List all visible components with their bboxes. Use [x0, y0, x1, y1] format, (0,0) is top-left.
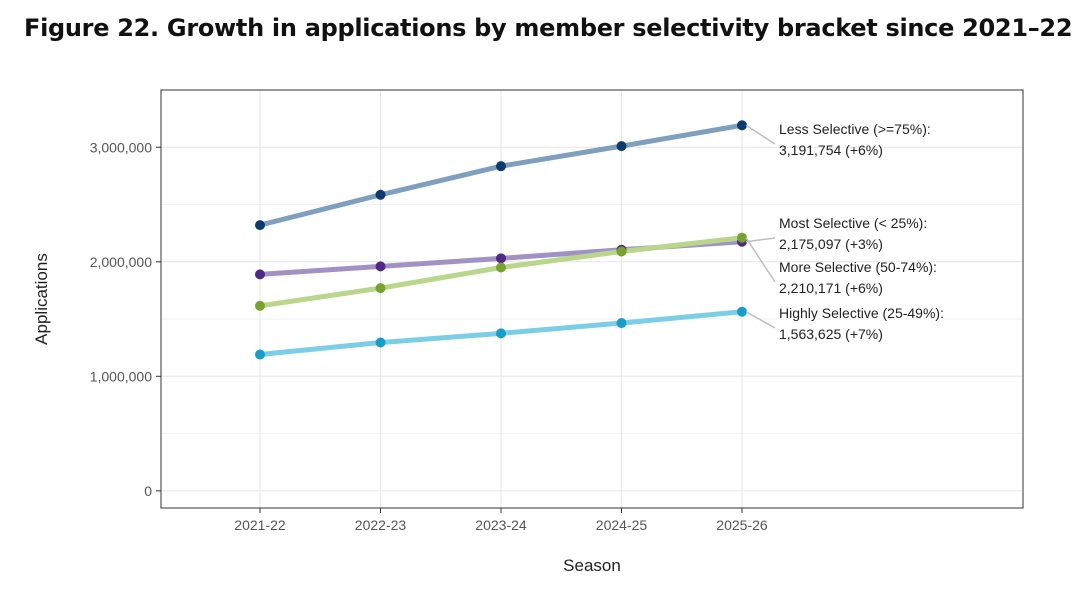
data-point [375, 283, 386, 294]
label-leader [745, 237, 776, 283]
data-point [375, 189, 386, 200]
y-tick-label: 0 [144, 483, 152, 499]
x-tick-label: 2025-26 [716, 517, 768, 533]
data-point [375, 261, 386, 272]
data-point [616, 246, 627, 257]
data-point [496, 253, 506, 264]
series-end-label: 2,175,097 (+3%) [779, 236, 883, 252]
x-axis: 2021-22 2022-23 2023-24 2024-25 2025-26 [234, 508, 768, 533]
label-leader-lines [745, 124, 776, 329]
plot-panel-border [160, 89, 1024, 509]
series-points [255, 120, 747, 360]
series-end-label: 3,191,754 (+6%) [779, 142, 883, 158]
y-axis: 0 1,000,000 2,000,000 3,000,000 [90, 139, 161, 499]
data-point [255, 349, 265, 360]
x-axis-title: Season [563, 556, 621, 575]
data-point [496, 161, 506, 172]
y-tick-label: 2,000,000 [90, 254, 152, 270]
label-leader [745, 311, 776, 329]
minor-gridlines [161, 204, 1023, 435]
series-end-label: 2,210,171 (+6%) [779, 280, 883, 296]
major-gridlines [161, 90, 1023, 508]
series-end-label: Less Selective (>=75%): [779, 121, 931, 137]
data-point [737, 232, 747, 243]
data-point [375, 337, 386, 348]
x-tick-label: 2024-25 [596, 517, 648, 533]
data-point [255, 269, 265, 280]
series-labels: Less Selective (>=75%): 3,191,754 (+6%) Mo… [779, 121, 944, 342]
figure-title: Figure 22. Growth in applications by mem… [24, 14, 1073, 42]
x-tick-label: 2021-22 [234, 517, 286, 533]
x-tick-label: 2022-23 [355, 517, 407, 533]
series-end-label: Highly Selective (25-49%): [779, 305, 944, 321]
series-end-label: Most Selective (< 25%): [779, 215, 927, 231]
y-tick-label: 3,000,000 [90, 139, 152, 155]
label-leader [745, 237, 776, 243]
x-tick-label: 2023-24 [475, 517, 527, 533]
data-point [255, 220, 265, 231]
data-point [255, 300, 265, 311]
data-point [496, 328, 506, 339]
data-point [737, 306, 747, 317]
data-point [616, 141, 627, 152]
series-end-label: 1,563,625 (+7%) [779, 326, 883, 342]
y-axis-title: Applications [32, 253, 51, 345]
y-tick-label: 1,000,000 [90, 368, 152, 384]
series-end-label: More Selective (50-74%): [779, 259, 937, 275]
label-leader [745, 124, 776, 145]
data-point [616, 318, 627, 329]
data-point [737, 120, 747, 131]
data-point [496, 262, 506, 273]
